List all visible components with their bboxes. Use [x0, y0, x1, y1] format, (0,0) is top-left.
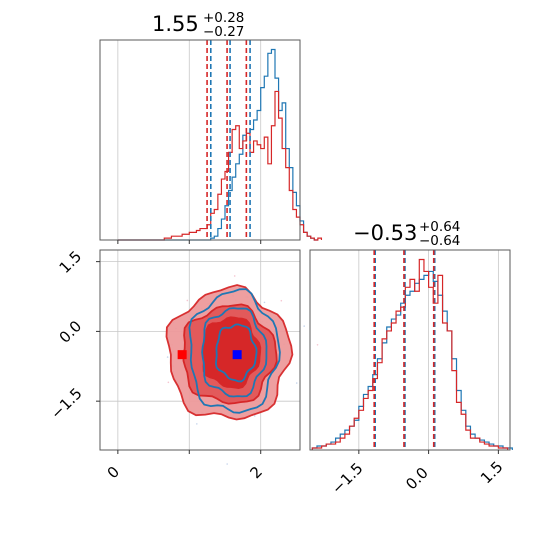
y-tick-label: 1.5: [56, 247, 86, 277]
panel-2d-p1-p2: [96, 249, 319, 465]
x-tick-labels-p2: −1.5 0.0 1.5: [328, 458, 507, 498]
panel-frame: [99, 249, 301, 451]
x-tick-label: −1.5: [328, 459, 366, 497]
contour-blue-outer: [188, 288, 281, 414]
histogram-p2-blue: [311, 270, 513, 450]
scatter-point: [280, 299, 283, 302]
y-tick-label: 0.0: [56, 317, 86, 347]
x-tick-labels-p1: 0 2: [104, 463, 266, 482]
marker-red: [177, 350, 187, 360]
scatter-point: [303, 325, 305, 327]
title-p1-upper: +0.28: [203, 10, 244, 26]
title-p1-main: 1.55: [152, 12, 199, 36]
y-tick-label: −1.5: [47, 384, 85, 422]
x-tick-label: 0.0: [402, 464, 432, 494]
title-p2-upper: +0.64: [419, 219, 460, 235]
scatter-point: [253, 415, 256, 417]
title-p1: 1.55 +0.28 −0.27: [152, 10, 244, 40]
x-tick-label: 0: [104, 463, 123, 482]
marker-blue: [232, 350, 242, 360]
panel-frame: [309, 249, 511, 451]
contour-blue-inner: [214, 323, 258, 383]
histogram-p2-red: [311, 258, 509, 450]
scatter-point: [167, 381, 170, 384]
scatter-point: [186, 299, 189, 302]
title-p2: −0.53 +0.64 −0.64: [353, 219, 460, 249]
title-p2-lower: −0.64: [419, 233, 460, 249]
scatter-point: [166, 356, 169, 358]
x-tick-label: 1.5: [477, 458, 507, 488]
title-p2-main: −0.53: [353, 221, 417, 245]
histogram-p1-red: [117, 90, 323, 241]
contour-blue-middle: [201, 307, 268, 398]
panel-frame: [99, 39, 301, 241]
x-tick-label: 2: [246, 463, 265, 482]
title-p1-lower: −0.27: [203, 24, 244, 40]
scatter-point: [316, 343, 319, 346]
scatter-point: [295, 382, 298, 384]
scatter-point: [226, 463, 228, 465]
y-tick-labels-p2: 1.5 0.0 −1.5: [47, 247, 85, 423]
histogram-p1-blue: [117, 48, 318, 241]
panel-hist-p1: [99, 39, 323, 244]
panel-hist-p2: [309, 249, 513, 454]
scatter-point: [196, 423, 198, 425]
scatter-point: [233, 275, 236, 277]
scatter-point: [263, 301, 266, 304]
